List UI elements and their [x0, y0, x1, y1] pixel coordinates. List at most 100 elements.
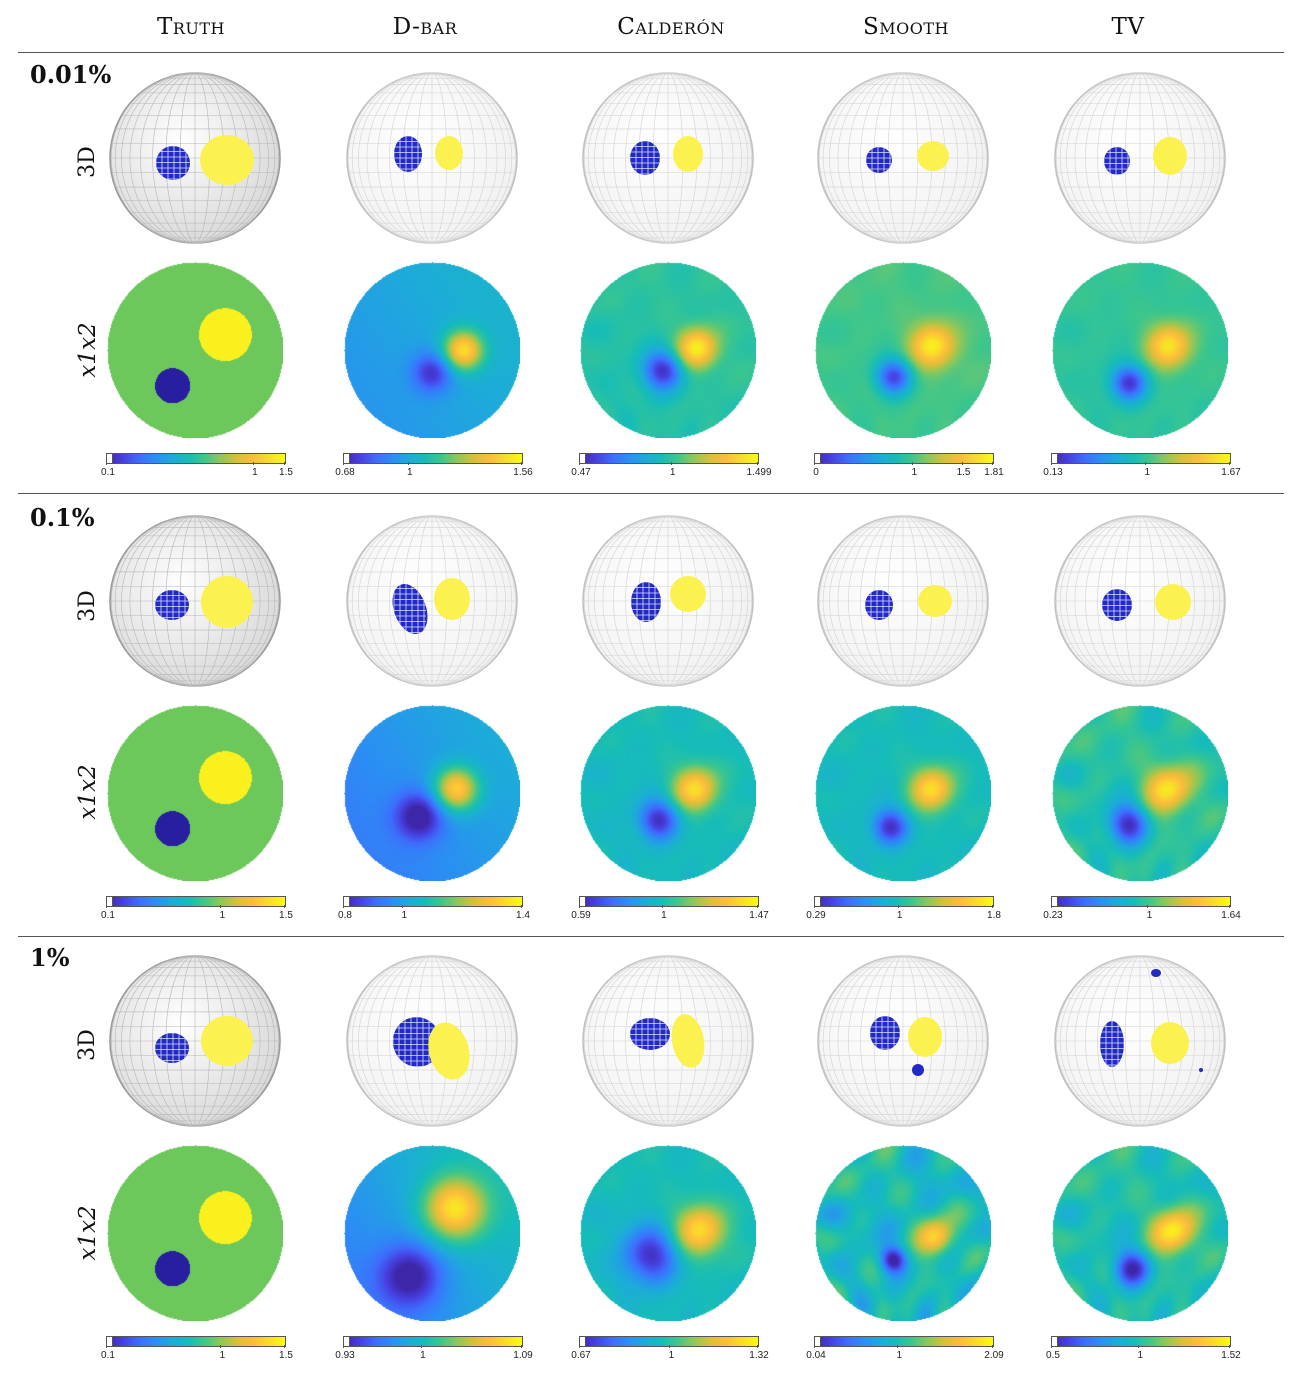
colorbar-tick: [992, 905, 993, 908]
colorbar-tick: [670, 462, 672, 465]
colorbar-tick: [284, 462, 285, 465]
colorbar-tick-label: 0.47: [571, 467, 591, 478]
colorbar-tick: [897, 1345, 899, 1348]
column-header-truth: Truth: [157, 14, 225, 40]
column-header-smooth: Smooth: [863, 14, 949, 40]
row-label-slice: x1x2: [75, 1205, 101, 1261]
sphere-3d-plot: [582, 515, 754, 687]
colorbar-tick-label: 1.64: [1221, 910, 1241, 921]
colorbar: [814, 1336, 994, 1347]
colorbar-tick: [220, 1345, 222, 1348]
colorbar-tick-label: 1: [669, 467, 676, 478]
colorbar-tick-label: 1.67: [1221, 467, 1241, 478]
colorbar-tick: [407, 462, 409, 465]
high-conductivity-inclusion: [435, 136, 463, 170]
colorbar-tick: [402, 905, 404, 908]
conductivity-slice-plot: [344, 1145, 520, 1321]
colorbar-tick-label: 0.23: [1043, 910, 1063, 921]
sphere-3d-plot: [1054, 515, 1226, 687]
sphere-3d-plot: [109, 955, 281, 1127]
colorbar-tick-label: 1: [420, 1350, 426, 1361]
colorbar-tick-label: 0.5: [1046, 1350, 1060, 1361]
colorbar-tick-label: 0.29: [806, 910, 826, 921]
colorbar-tick-label: 1: [219, 910, 226, 921]
colorbar-tick: [579, 462, 580, 465]
colorbar-tick: [220, 905, 222, 908]
conductivity-slice-plot: [815, 262, 991, 438]
colorbar-tick-label: 1: [1146, 910, 1153, 921]
colorbar-tick-label: 1.32: [749, 1350, 769, 1361]
conductivity-slice-plot: [107, 1145, 283, 1321]
high-conductivity-inclusion: [1153, 137, 1187, 175]
colorbar-tick: [1229, 1345, 1230, 1348]
colorbar-tick-label: 0.59: [571, 910, 591, 921]
sphere-3d-plot: [109, 72, 281, 244]
row-label-slice: x1x2: [75, 322, 101, 378]
colorbar-tick: [814, 462, 815, 465]
sphere-3d-plot: [346, 72, 518, 244]
low-conductivity-inclusion: [1102, 589, 1132, 621]
colorbar-tick-label: 1: [896, 1350, 903, 1361]
colorbar-tick: [106, 905, 107, 908]
colorbar: [814, 896, 994, 907]
colorbar-tick: [661, 905, 663, 908]
colorbar-tick: [521, 1345, 522, 1348]
colorbar-tick: [343, 905, 344, 908]
colorbar-tick: [579, 905, 580, 908]
colorbar-tick-label: 1.4: [516, 910, 530, 921]
colorbar-tick-label: 1.56: [513, 467, 533, 478]
block-divider: [18, 936, 1284, 937]
colorbar-tick-label: 1: [668, 1350, 675, 1361]
conductivity-slice-plot: [344, 705, 520, 881]
low-conductivity-inclusion: [630, 141, 660, 175]
sphere-3d-plot: [817, 955, 989, 1127]
colorbar-tick: [343, 1345, 344, 1348]
colorbar-tick-label: 1: [219, 1350, 226, 1361]
high-conductivity-inclusion: [200, 135, 254, 185]
sphere-3d-plot: [817, 72, 989, 244]
colorbar-tick: [814, 905, 815, 908]
column-header-dbar: D-bar: [392, 14, 458, 40]
colorbar-tick-label: 0.67: [571, 1350, 591, 1361]
noise-level-label: 1%: [30, 943, 70, 972]
low-conductivity-inclusion: [155, 1033, 189, 1063]
column-header-tv: TV: [1111, 14, 1145, 40]
low-conductivity-inclusion: [912, 1064, 924, 1076]
column-header-calderon: Calderón: [617, 14, 725, 40]
colorbar-tick: [992, 1345, 993, 1348]
colorbar-tick-label: 1: [401, 910, 408, 921]
high-conductivity-inclusion: [201, 1016, 253, 1066]
colorbar-tick: [669, 1345, 671, 1348]
colorbar: [106, 453, 286, 464]
colorbar-tick: [579, 1345, 580, 1348]
colorbar-tick-label: 1: [1144, 467, 1151, 478]
low-conductivity-inclusion: [870, 1016, 900, 1050]
colorbar-tick: [252, 462, 254, 465]
high-conductivity-inclusion: [1151, 1022, 1189, 1064]
colorbar-tick: [284, 905, 285, 908]
colorbar-tick-label: 0.13: [1043, 467, 1063, 478]
colorbar-tick-label: 1.5: [279, 910, 293, 921]
colorbar-tick: [521, 462, 522, 465]
high-conductivity-inclusion: [908, 1017, 942, 1057]
conductivity-slice-plot: [1052, 705, 1228, 881]
colorbar: [343, 896, 523, 907]
high-conductivity-inclusion: [917, 141, 949, 171]
sphere-3d-plot: [582, 72, 754, 244]
low-conductivity-inclusion: [394, 136, 422, 172]
conductivity-slice-plot: [107, 262, 283, 438]
colorbar-tick: [420, 1345, 422, 1348]
conductivity-slice-plot: [1052, 1145, 1228, 1321]
colorbar-tick: [961, 462, 963, 465]
low-conductivity-inclusion: [155, 590, 189, 620]
conductivity-slice-plot: [1052, 262, 1228, 438]
high-conductivity-inclusion: [671, 1014, 705, 1068]
sphere-3d-plot: [1054, 955, 1226, 1127]
colorbar-tick: [757, 1345, 758, 1348]
colorbar-tick-label: 1.81: [984, 467, 1004, 478]
colorbar-tick-label: 0.04: [806, 1350, 826, 1361]
colorbar-tick-label: 0.1: [101, 467, 115, 478]
colorbar-tick-label: 1.499: [746, 467, 772, 478]
colorbar-tick: [757, 462, 758, 465]
